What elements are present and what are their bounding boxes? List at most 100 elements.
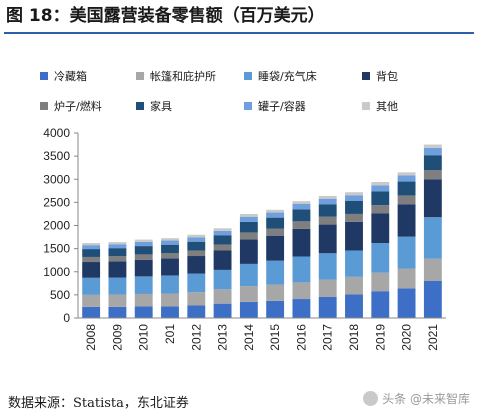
legend-swatch [40, 102, 48, 110]
y-tick-label: 1500 [43, 242, 70, 256]
bar-segment [161, 238, 179, 241]
y-tick-label: 3000 [43, 172, 70, 186]
bar-segment [292, 299, 311, 318]
bar-segment [371, 243, 390, 273]
bar-segment [213, 230, 232, 236]
legend-label: 其他 [376, 100, 398, 113]
bar-segment [108, 256, 127, 262]
bar-segment [266, 209, 285, 213]
bar-segment [423, 147, 442, 156]
x-tick-label: 2016 [294, 324, 308, 351]
bar-segment [292, 209, 311, 222]
legend-item: 其他 [362, 98, 452, 114]
legend-swatch [362, 102, 370, 110]
bar-segment [423, 217, 442, 259]
bar-segment [345, 250, 363, 277]
legend-item: 冷藏箱 [40, 68, 136, 84]
bar-segment [161, 306, 179, 318]
bar-segment [345, 195, 363, 201]
bar-segment [345, 213, 363, 222]
bar-segment [108, 244, 127, 249]
bar-segment [397, 181, 416, 196]
bar-segment [371, 185, 390, 192]
watermark: 头条 @未来智库 [363, 390, 470, 407]
bar-segment [239, 286, 258, 302]
bar-segment [292, 282, 311, 300]
bar-segment [213, 269, 232, 290]
legend-label: 罐子/容器 [258, 100, 306, 113]
bar-segment [213, 244, 232, 251]
bar-segment [108, 306, 127, 318]
bar-segment [292, 203, 311, 210]
bar-segment [187, 241, 206, 251]
bar-segment [371, 191, 390, 206]
legend-item: 炉子/燃料 [40, 98, 136, 114]
bar-segment [134, 293, 153, 307]
bar-segment [187, 237, 206, 242]
bar-segment [239, 239, 258, 264]
x-tick-label: 2009 [110, 324, 124, 351]
bar-segment [213, 235, 232, 245]
bar-segment [318, 195, 337, 199]
chart-title: 图 18：美国露营装备零售额（百万美元） [6, 6, 325, 26]
bar-segment [345, 192, 363, 196]
bar-segment [266, 212, 285, 218]
bar-segment [187, 305, 206, 318]
bar-segment [161, 253, 179, 259]
bar-segment [239, 213, 258, 217]
bar-segment [108, 242, 127, 245]
legend-label: 背包 [376, 70, 398, 83]
bar-segment [239, 263, 258, 287]
bar-segment [292, 256, 311, 283]
bar-segment [266, 284, 285, 301]
bar-segment [423, 179, 442, 218]
y-tick-label: 4000 [43, 126, 70, 140]
bar-segment [108, 294, 127, 307]
x-tick-label: 2013 [216, 324, 230, 351]
chart-legend: 冷藏箱 帐篷和庇护所 睡袋/充气床 背包 炉子/燃料 家具 罐子/容器 其他 [40, 68, 460, 114]
bar-segment [134, 246, 153, 255]
bar-segment [423, 155, 442, 170]
bar-segment [266, 228, 285, 236]
bar-segment [371, 291, 390, 318]
x-tick-label: 2008 [84, 324, 98, 351]
bar-segment [108, 248, 127, 257]
y-tick-label: 500 [50, 288, 70, 302]
legend-item: 家具 [136, 98, 244, 114]
bar-segment [397, 175, 416, 182]
bar-segment [108, 261, 127, 278]
bar-segment [397, 288, 416, 318]
bar-segment [134, 259, 153, 277]
bar-segment [239, 301, 258, 318]
legend-swatch [244, 102, 252, 110]
x-tick-label: 2020 [400, 324, 414, 351]
bar-segment [318, 216, 337, 225]
x-tick-label: 2015 [268, 324, 282, 351]
bar-segment [82, 294, 101, 307]
bar-segment [239, 232, 258, 240]
legend-item: 背包 [362, 68, 452, 84]
bar-segment [187, 273, 206, 293]
bar-segment [213, 289, 232, 304]
y-tick-label: 2000 [43, 219, 70, 233]
bar-segment [318, 204, 337, 217]
legend-label: 炉子/燃料 [54, 100, 102, 113]
stacked-bar-chart: 0 500 1000 1500 2000 2500 3000 3500 4000 2008 2009… [43, 126, 446, 351]
bar-segment [134, 241, 153, 247]
bar-segment [292, 228, 311, 257]
bar-segment [82, 256, 101, 263]
bar-segment [266, 300, 285, 318]
legend-item: 帐篷和庇护所 [136, 68, 244, 84]
bar-segment [187, 292, 206, 306]
watermark-text: 头条 @未来智库 [382, 392, 470, 406]
bar-segment [161, 258, 179, 276]
bar-segment [134, 276, 153, 294]
bar-segment [82, 243, 101, 246]
bar-segment [239, 216, 258, 222]
bar-segment [345, 221, 363, 251]
bar-segment [213, 228, 232, 231]
bar-segment [161, 240, 179, 245]
bar-segment [82, 262, 101, 278]
legend-item: 罐子/容器 [244, 98, 362, 114]
legend-swatch [136, 102, 144, 110]
